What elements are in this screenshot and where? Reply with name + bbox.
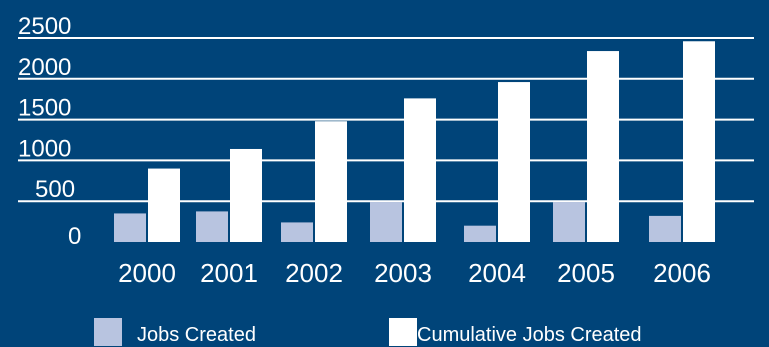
y-axis-tick-labels: 0 500 1000 1500 2000 2500 [18,13,81,250]
bar-cumulative-jobs-created-2001 [230,148,262,242]
bar-jobs-created-2003 [370,202,402,242]
x-tick-label-2005: 2005 [557,258,615,288]
legend-label-cumulative-jobs-created: Cumulative Jobs Created [417,324,642,346]
bar-cumulative-jobs-created-2002 [315,121,347,242]
bar-jobs-created-2000 [114,213,146,242]
y-tick-label-1500: 1500 [18,95,71,122]
bar-cumulative-jobs-created-2000 [148,168,180,242]
legend-swatch-cumulative-jobs-created [389,318,417,346]
y-tick-label-2000: 2000 [18,54,71,81]
y-tick-label-1000: 1000 [18,135,71,162]
bars [114,41,715,243]
x-tick-label-2001: 2001 [200,258,258,288]
x-tick-label-2004: 2004 [468,258,526,288]
bar-cumulative-jobs-created-2003 [404,98,436,242]
gridlines [18,37,754,203]
x-tick-label-2006: 2006 [653,258,711,288]
x-tick-label-2000: 2000 [118,258,176,288]
bar-jobs-created-2006 [649,215,681,242]
bar-jobs-created-2001 [196,211,228,242]
bar-cumulative-jobs-created-2005 [587,51,619,242]
legend: Jobs Created Cumulative Jobs Created [94,318,642,346]
y-tick-label-2500: 2500 [18,13,71,40]
legend-swatch-jobs-created [94,318,122,346]
y-tick-label-0: 0 [68,223,81,250]
x-tick-label-2003: 2003 [374,258,432,288]
bar-jobs-created-2004 [464,225,496,242]
bar-jobs-created-2005 [553,202,585,242]
bar-jobs-created-2002 [281,222,313,242]
x-tick-label-2002: 2002 [285,258,343,288]
legend-label-jobs-created: Jobs Created [137,324,256,346]
x-axis-tick-labels: 2000 2001 2002 2003 2004 2005 2006 [118,258,711,288]
y-tick-label-500: 500 [35,176,75,203]
bar-cumulative-jobs-created-2004 [498,82,530,243]
bar-cumulative-jobs-created-2006 [683,41,715,242]
